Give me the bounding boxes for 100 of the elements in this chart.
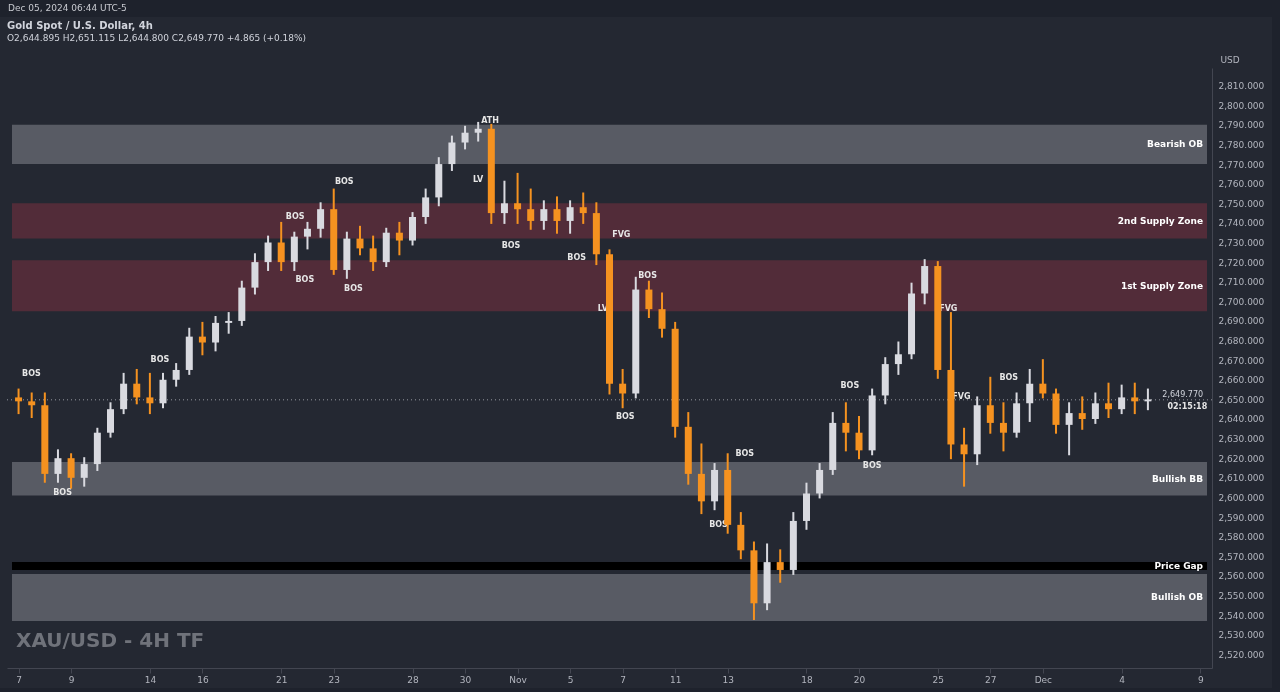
annotation: BOS [53, 488, 73, 498]
x-tick-label: 9 [1198, 674, 1205, 685]
annotation: BOS [862, 460, 882, 470]
annotation: LV [473, 174, 485, 184]
candlestick [80, 457, 88, 487]
band-label: Bearish OB [1147, 139, 1204, 150]
candlestick [146, 372, 154, 415]
y-axis-title: USD [1220, 54, 1240, 65]
y-tick-label: 2,790.000 [1218, 120, 1265, 131]
candlestick [1078, 396, 1086, 430]
candlestick [159, 372, 167, 409]
candlestick [619, 368, 627, 409]
candlestick [566, 200, 574, 234]
x-tick-label: 4 [1119, 674, 1126, 685]
candlestick [816, 463, 824, 499]
candlestick [422, 188, 430, 224]
y-tick-label: 2,720.000 [1218, 257, 1265, 268]
candlestick [1039, 359, 1047, 399]
annotation: BOS [22, 369, 41, 378]
candlestick [1131, 382, 1139, 415]
candlestick [395, 221, 403, 256]
annotation: FVG [612, 229, 631, 239]
candlestick [1118, 384, 1126, 415]
y-tick-label: 2,770.000 [1218, 159, 1265, 170]
candlestick [553, 196, 561, 234]
candlestick [356, 225, 364, 256]
candlestick [540, 200, 548, 230]
x-tick-label: 7 [620, 674, 626, 685]
y-tick-label: 2,570.000 [1218, 551, 1265, 562]
x-tick-label: 27 [985, 674, 997, 685]
candlestick [133, 368, 141, 405]
y-tick-label: 2,660.000 [1218, 375, 1265, 386]
annotation: BOS [501, 241, 521, 251]
annotation: BOS [285, 211, 305, 221]
candlestick [28, 392, 36, 419]
candlestick [461, 125, 469, 150]
candlestick [67, 453, 75, 489]
x-tick-label: 18 [801, 674, 813, 685]
candlestick [172, 363, 180, 387]
candlestick [409, 212, 417, 246]
annotation: BOS [615, 412, 635, 422]
candlestick [986, 376, 994, 434]
band-label: 2nd Supply Zone [1117, 215, 1204, 226]
candlestick [54, 449, 62, 483]
y-tick-label: 2,560.000 [1218, 571, 1265, 582]
candlestick [264, 235, 272, 271]
candlestick [999, 402, 1007, 452]
annotation: ATH [481, 115, 499, 125]
annotation: BOS [638, 270, 658, 280]
candlestick [776, 549, 784, 583]
x-tick-label: 9 [68, 674, 75, 685]
y-tick-label: 2,650.000 [1218, 394, 1265, 405]
annotation: XAU/USD - 4H TF [16, 628, 205, 652]
candlestick [448, 135, 456, 171]
y-tick-label: 2,710.000 [1218, 277, 1265, 288]
candlestick [960, 427, 968, 487]
y-tick-label: 2,780.000 [1218, 139, 1265, 150]
candlestick [500, 180, 508, 224]
x-tick-label: 23 [328, 674, 340, 685]
band-label: 1st Supply Zone [1120, 280, 1204, 291]
candlestick [1091, 392, 1099, 424]
x-tick-label: 7 [16, 674, 22, 685]
candlestick [1144, 388, 1152, 411]
y-tick-label: 2,590.000 [1218, 512, 1265, 523]
x-tick-label: 13 [722, 674, 734, 685]
candlestick [527, 188, 535, 230]
chart-subtitle: O2,644.895 H2,651.115 L2,644.800 C2,649.770 +4.865 (+0.18%) [7, 33, 307, 43]
x-tick-label: Dec [1034, 674, 1053, 685]
text: Dec 05, 2024 06:44 UTC-5 [7, 2, 128, 15]
x-tick-label: 5 [567, 674, 574, 685]
candlestick [369, 235, 377, 271]
candlestick [855, 416, 863, 460]
y-tick-label: 2,630.000 [1218, 434, 1265, 445]
y-tick-label: 2,530.000 [1218, 630, 1265, 641]
x-tick-label: 11 [669, 674, 682, 685]
y-tick-label: 2,620.000 [1218, 453, 1265, 464]
x-tick-label: 14 [144, 674, 157, 685]
y-tick-label: 2,740.000 [1218, 218, 1265, 229]
y-tick-label: 2,600.000 [1218, 492, 1265, 503]
annotation: BOS [344, 284, 363, 294]
candlestick [277, 221, 285, 271]
x-tick-label: 28 [407, 674, 420, 685]
candlestick [317, 202, 325, 238]
annotation: BOS [334, 177, 354, 186]
y-tick-label: 2,610.000 [1218, 473, 1265, 484]
y-tick-label: 2,800.000 [1218, 100, 1265, 111]
candlestick [1105, 382, 1113, 419]
x-tick-label: 30 [459, 674, 472, 685]
candlestick [514, 172, 522, 224]
y-tick-label: 2,520.000 [1218, 649, 1265, 660]
candlestick [15, 388, 23, 415]
y-tick-label: 2,580.000 [1218, 532, 1265, 543]
candlestick [658, 292, 666, 338]
annotation: BOS [567, 253, 587, 263]
y-tick-label: 2,540.000 [1218, 610, 1265, 621]
y-tick-label: 2,690.000 [1218, 316, 1265, 327]
y-tick-label: 2,670.000 [1218, 355, 1265, 366]
x-tick-label: Nov [509, 674, 528, 685]
x-tick-label: 16 [197, 674, 209, 685]
y-tick-label: 2,810.000 [1218, 81, 1265, 92]
